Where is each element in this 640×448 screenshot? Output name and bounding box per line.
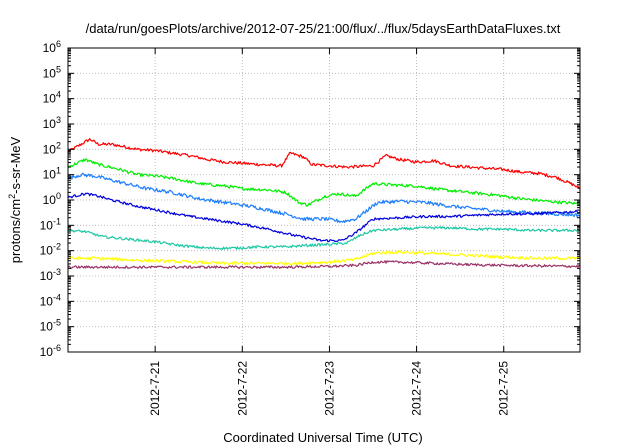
series-line-2	[67, 158, 581, 207]
y-tick-label: 104	[43, 90, 61, 106]
y-tick-label-base: 10	[43, 193, 57, 207]
y-tick-label: 10-3	[40, 267, 61, 283]
chart-title: /data/run/goesPlots/archive/2012-07-25/2…	[86, 21, 561, 36]
y-tick-label: 10-4	[40, 292, 61, 308]
y-tick-label-exp: -4	[53, 292, 61, 302]
y-tick-label-exp: 5	[56, 64, 61, 74]
y-tick-label-exp: 4	[56, 90, 61, 100]
y-tick-label-base: 10	[43, 168, 57, 182]
y-tick-label-base: 10	[40, 218, 54, 232]
grid	[68, 48, 580, 352]
y-tick-label-exp: -1	[53, 216, 61, 226]
y-axis-label: protons/cm2-s-sr-MeV	[7, 136, 23, 263]
y-tick-label: 103	[43, 115, 61, 131]
series-line-3	[67, 172, 581, 224]
x-tick-label: 2012-7-22	[235, 361, 249, 416]
y-axis-label-sup: 2	[7, 194, 17, 199]
series-line-4	[67, 192, 581, 243]
y-tick-label-base: 10	[43, 66, 57, 80]
y-tick-label: 10-5	[40, 318, 61, 334]
x-tick-label: 2012-7-21	[148, 361, 162, 416]
y-tick-label: 100	[43, 191, 61, 207]
y-tick-label-exp: 2	[56, 140, 61, 150]
x-axis: 2012-7-21 2012-7-22 2012-7-23 2012-7-24 2012…	[148, 48, 511, 416]
y-tick-label-exp: -6	[53, 343, 61, 353]
y-tick-label-exp: 3	[56, 115, 61, 125]
x-tick-label: 2012-7-25	[497, 361, 511, 416]
y-tick-label-base: 10	[43, 92, 57, 106]
y-tick-label-base: 10	[40, 269, 54, 283]
y-tick-label-exp: 6	[56, 39, 61, 49]
y-axis: 10610510410310210110010-110-210-310-410-…	[40, 39, 580, 359]
y-tick-label-exp: -5	[53, 318, 61, 328]
series-line-7	[67, 260, 581, 269]
series-group	[67, 138, 581, 269]
y-tick-label-exp: 0	[56, 191, 61, 201]
y-tick-label-base: 10	[43, 117, 57, 131]
y-axis-label-main: protons/cm	[8, 199, 23, 263]
y-tick-label-base: 10	[43, 142, 57, 156]
y-tick-label-base: 10	[40, 244, 54, 258]
y-tick-label-exp: -3	[53, 267, 61, 277]
y-tick-label-base: 10	[40, 345, 54, 359]
y-tick-label: 10-6	[40, 343, 61, 359]
x-tick-label: 2012-7-23	[322, 361, 336, 416]
y-tick-label: 105	[43, 64, 61, 80]
y-tick-label: 106	[43, 39, 61, 55]
series-line-1	[67, 138, 581, 190]
y-tick-label-exp: 1	[56, 166, 61, 176]
x-axis-label: Coordinated Universal Time (UTC)	[223, 430, 422, 445]
y-tick-label: 10-1	[40, 216, 61, 232]
x-tick-label: 2012-7-24	[410, 361, 424, 416]
y-tick-label: 101	[43, 166, 61, 182]
series-line-6	[67, 250, 581, 266]
y-tick-label: 102	[43, 140, 61, 156]
y-tick-label-base: 10	[40, 320, 54, 334]
plot-frame	[67, 47, 581, 353]
y-tick-label-exp: -2	[53, 242, 61, 252]
series-line-5	[67, 226, 581, 250]
y-tick-label-base: 10	[43, 41, 57, 55]
y-tick-label: 10-2	[40, 242, 61, 258]
y-tick-label-base: 10	[40, 294, 54, 308]
y-axis-label-rest: -s-sr-MeV	[8, 136, 23, 193]
